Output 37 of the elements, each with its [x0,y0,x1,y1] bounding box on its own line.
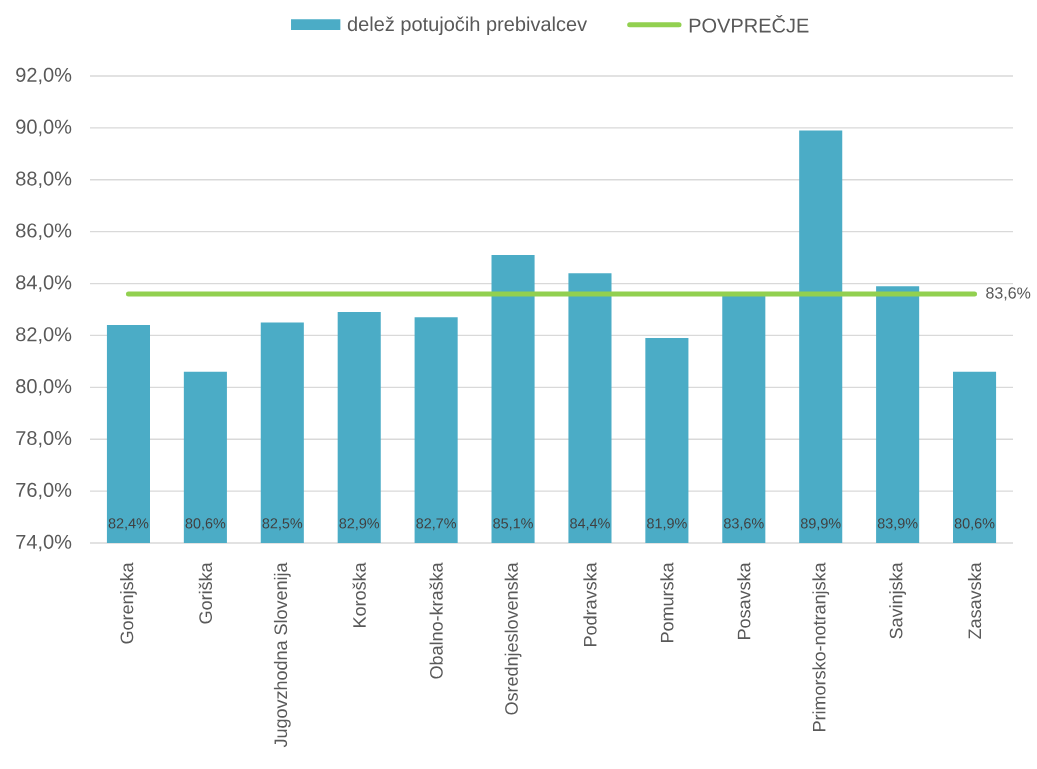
data-label: 82,4% [108,518,149,531]
data-label: 89,9% [800,518,841,531]
y-tick-label: 88,0% [16,171,72,189]
x-tick-label: Pomurska [660,562,674,642]
data-label: 81,9% [647,518,687,531]
x-tick-label: Goriška [198,562,213,624]
x-tick-label: Jugovzhodna Slovenija [273,562,291,748]
data-label: 82,9% [339,518,380,531]
data-label: 83,6% [986,287,1031,301]
y-tick-label: 90,0% [16,119,72,137]
legend-label: delež potujočih prebivalcev [347,16,588,36]
x-tick-label: Obalno-kraška [429,562,443,679]
y-tick-label: 80,0% [16,379,72,396]
x-tick-label: Primorsko-notranjska [812,562,830,731]
y-tick-label: 78,0% [16,430,72,448]
x-tick-label: Savinjska [889,562,907,639]
y-tick-label: 92,0% [16,67,72,85]
data-label: 85,1% [493,518,533,531]
x-tick-label: Podravska [583,562,597,646]
x-tick-label: Zasavska [967,562,982,639]
data-label: 84,4% [570,518,610,531]
x-tick-label: Osrednjeslovenska [504,562,522,715]
legend-label: POVPREČJE [689,14,809,33]
y-tick-label: 86,0% [16,223,72,240]
y-tick-label: 84,0% [16,275,72,292]
y-tick-label: 82,0% [16,327,72,344]
data-label: 83,9% [877,518,918,531]
x-tick-label: Koroška [352,562,366,627]
data-label: 80,6% [954,518,995,531]
y-tick-label: 76,0% [16,482,72,500]
data-label: 83,6% [724,518,764,531]
x-tick-label: Gorenjska [120,562,137,644]
data-label: 82,7% [416,518,457,531]
data-label: 80,6% [185,518,226,531]
y-tick-label: 74,0% [16,534,72,552]
x-tick-label: Posavska [737,562,751,639]
data-label: 82,5% [262,518,303,531]
